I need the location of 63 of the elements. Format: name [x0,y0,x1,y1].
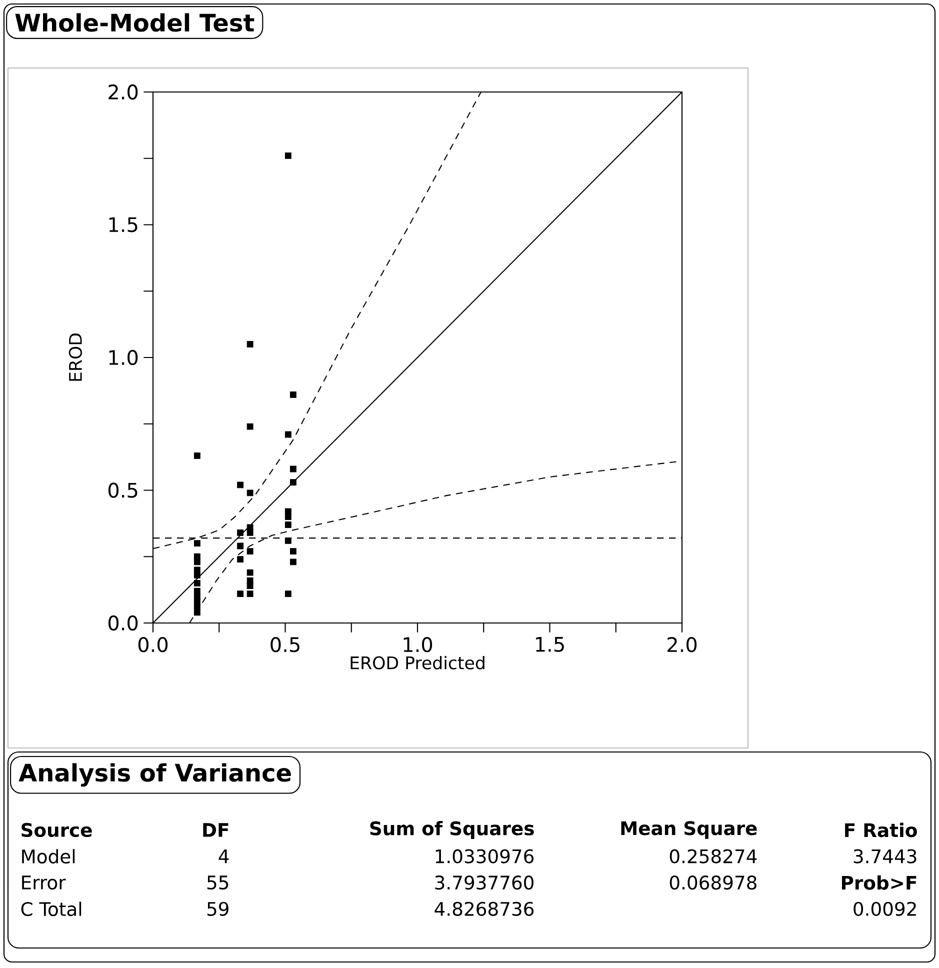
text: 1.0330976 [436,849,534,864]
text: Source [22,822,92,838]
text: 55 [207,876,228,890]
y-tick-label: 2.0 [108,84,138,100]
chart-title: Whole-Model Test [15,13,254,32]
point [237,556,244,562]
text: Analysis of Variance [18,763,291,787]
point [284,152,292,159]
text: F Ratio [845,822,917,838]
point [246,548,254,555]
text: Prob>F [842,875,916,890]
y-tick-label: 1.0 [109,350,138,366]
x-tick-label: 1.0 [404,637,432,652]
point [284,590,292,597]
text: Sum of Squares [370,820,534,840]
text: DF [203,823,228,837]
text: 3.7443 [854,849,916,864]
point [194,540,200,547]
point [246,490,254,496]
y-tick-label: 0.5 [108,482,138,498]
x-tick-label: 0.5 [270,637,300,652]
point [290,479,296,486]
text: C Total [21,902,82,916]
point [194,452,200,459]
point [290,391,296,398]
point [246,341,254,348]
point [284,537,292,544]
text: 4.8268736 [434,902,534,916]
point [284,514,292,520]
point [237,530,244,536]
point [284,522,292,528]
text: 0.0092 [854,902,916,916]
point [237,590,244,597]
text: 0.258274 [670,849,757,864]
point [290,548,296,555]
point [194,572,200,578]
point [194,580,200,586]
x-tick-label: 1.5 [536,637,564,652]
text: Model [22,849,75,864]
text: 0.068978 [670,876,756,890]
y-tick-label: 1.5 [109,217,138,232]
point [290,558,296,566]
point [246,590,254,597]
point [246,569,254,576]
point [246,582,254,590]
text: Mean Square [621,821,757,839]
point [246,423,254,430]
point [284,431,292,438]
point [237,482,244,488]
x-tick-label: 2.0 [668,637,697,652]
y-axis-title: EROD [68,334,82,381]
point [194,609,200,616]
point [194,558,200,566]
x-axis-title: EROD Predicted [350,656,484,670]
text: 3.7937760 [435,876,534,890]
point [237,542,244,550]
y-tick-label: 0.0 [108,615,138,631]
text: 4 [218,849,229,864]
x-tick-label: 0.0 [138,637,168,652]
text: Error [22,876,66,890]
point [246,530,254,536]
text: 59 [207,902,228,916]
point [290,466,296,472]
